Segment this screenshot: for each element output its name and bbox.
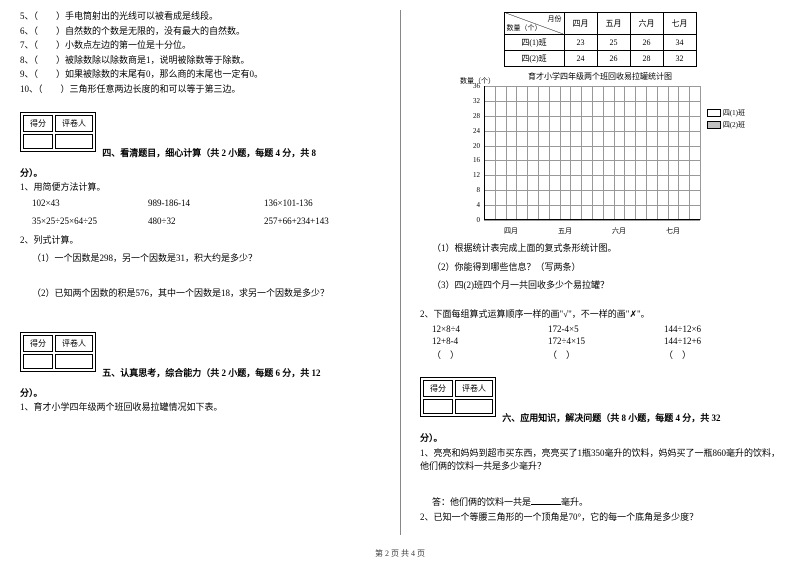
q6-1-answer: 答：他们俩的饮料一共是毫升。 xyxy=(432,496,780,509)
q5-2: 2、下面每组算式运算顺序一样的画"√"，不一样的画"✗"。 xyxy=(420,308,780,321)
judgment-8: 8、（ ）被除数除以除数商是1，说明被除数等于除数。 xyxy=(20,54,380,67)
calc-row-1: 102×43989-186-14136×101-136 xyxy=(32,198,380,208)
judgment-9: 9、（ ）如果被除数的末尾有0，那么商的末尾也一定有0。 xyxy=(20,68,380,81)
q4-2-1: （1）一个因数是298，另一个因数是31，积大约是多少？ xyxy=(32,252,380,265)
judgment-7: 7、（ ）小数点左边的第一位是十分位。 xyxy=(20,39,380,52)
q4-1: 1、用简便方法计算。 xyxy=(20,181,380,194)
section-6-title: 六、应用知识，解决问题（共 8 小题，每题 4 分，共 32 xyxy=(502,413,720,423)
column-divider xyxy=(400,10,401,535)
section-4-title: 四、看清题目，细心计算（共 2 小题，每题 4 分，共 8 xyxy=(102,148,316,158)
q5-sub-2: （2）你能得到哪些信息？（写两条） xyxy=(432,261,780,274)
q4-2-2: （2）已知两个因数的积是576，其中一个因数是18，求另一个因数是多少？ xyxy=(32,287,380,300)
q6-2: 2、已知一个等腰三角形的一个顶角是70°，它的每一个底角是多少度？ xyxy=(420,511,780,524)
order-row-2: 12+8-4172÷4×15144÷12+6 xyxy=(432,336,780,346)
section-6-cont: 分）。 xyxy=(420,432,780,445)
q5-sub-3: （3）四(2)班四个月一共回收多少个易拉罐？ xyxy=(432,279,780,292)
q6-1: 1、亮亮和妈妈到超市买东西，亮亮买了1瓶350毫升的饮料，妈妈买了一瓶860毫升… xyxy=(420,447,780,472)
section-4-cont: 分）。 xyxy=(20,167,380,180)
score-box-6: 得分评卷人 xyxy=(420,377,496,417)
judgment-6: 6、（ ）自然数的个数是无限的，没有最大的自然数。 xyxy=(20,25,380,38)
page-footer: 第 2 页 共 4 页 xyxy=(0,548,800,559)
score-box-5: 得分评卷人 xyxy=(20,332,96,372)
judgment-10: 10、（ ）三角形任意两边长度的和可以等于第三边。 xyxy=(20,83,380,96)
order-row-1: 12×8÷4172-4×5144÷12×6 xyxy=(432,324,780,334)
q5-1: 1、育才小学四年级两个班回收易拉罐情况如下表。 xyxy=(20,401,380,414)
section-5-title: 五、认真思考，综合能力（共 2 小题，每题 6 分，共 12 xyxy=(102,368,320,378)
score-box-4: 得分评卷人 xyxy=(20,112,96,152)
calc-row-2: 35×25÷25×64÷25480÷32257+66+234+143 xyxy=(32,216,380,226)
judgment-5: 5、（ ）手电筒射出的光线可以被看成是线段。 xyxy=(20,10,380,23)
q5-sub-1: （1）根据统计表完成上面的复式条形统计图。 xyxy=(432,242,780,255)
bar-chart: 数量（个）04812162024283236四月五月六月七月四(1)班四(2)班 xyxy=(460,86,740,236)
q4-2: 2、列式计算。 xyxy=(20,234,380,247)
order-row-3: （ ）（ ）（ ） xyxy=(432,348,780,361)
data-table: 月份 数量（个） 四月五月六月七月 四(1)班23252634 四(2)班242… xyxy=(504,12,697,67)
section-5-cont: 分）。 xyxy=(20,387,380,400)
